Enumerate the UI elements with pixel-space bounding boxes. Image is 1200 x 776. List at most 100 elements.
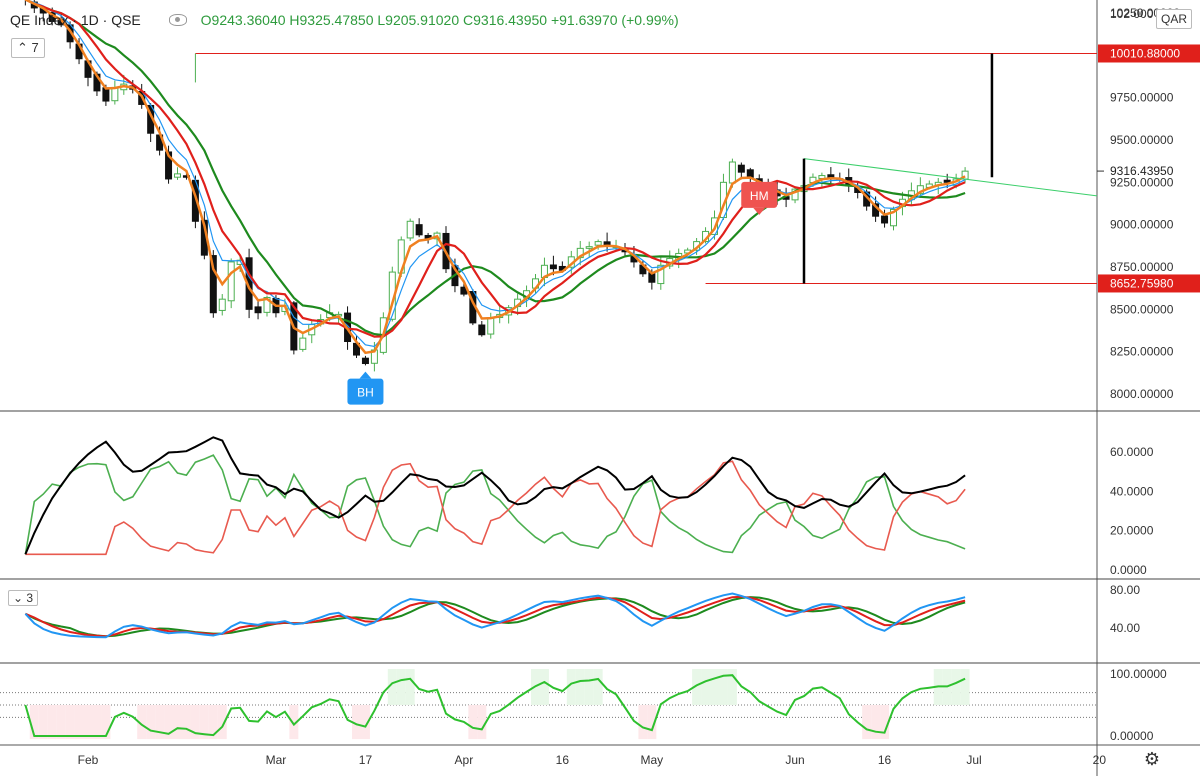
- candle: [827, 167, 835, 185]
- rsi-oversold-zone: [360, 705, 370, 740]
- rsi-series: [24, 674, 966, 737]
- candle: [737, 162, 745, 180]
- x-tick-label: May: [641, 753, 664, 767]
- currency-badge[interactable]: QAR: [1155, 9, 1192, 29]
- candle-body: [254, 306, 262, 314]
- candle: [299, 333, 307, 352]
- candle-body: [478, 324, 486, 336]
- rsi-overbought-zone: [727, 669, 737, 705]
- rsi-oversold-zone: [74, 705, 84, 740]
- rsi-oversold-zone: [164, 705, 174, 740]
- candle-body: [603, 241, 611, 246]
- y-tick-label: 8250.00000: [1110, 345, 1174, 359]
- rsi-oversold-zone: [208, 705, 218, 740]
- candle-body: [487, 317, 495, 335]
- indicator-collapse-button[interactable]: ⌃ 7: [11, 38, 45, 58]
- rsi-overbought-zone: [951, 669, 961, 705]
- price-tag-label: 10010.88000: [1110, 46, 1180, 60]
- y-tick-label: 8500.00000: [1110, 302, 1174, 316]
- visibility-eye-icon[interactable]: [168, 14, 187, 27]
- rsi-oversold-zone: [146, 705, 156, 740]
- candle: [174, 167, 181, 180]
- rsi-oversold-zone: [83, 705, 93, 740]
- chevron-up-icon: ⌃: [17, 40, 28, 55]
- rsi-overbought-zone: [539, 669, 549, 705]
- x-tick-label: 20: [1093, 753, 1107, 767]
- dmi-y-tick: 0.0000: [1110, 563, 1147, 577]
- osc-y-tick: 40.00: [1110, 621, 1140, 635]
- candle: [406, 218, 414, 241]
- candle-body: [174, 173, 181, 178]
- symbol-title[interactable]: QE Index · 1D · QSE: [10, 12, 141, 28]
- rsi-oversold-zone: [181, 705, 191, 740]
- rsi-oversold-zone: [29, 705, 39, 740]
- candle-body: [406, 220, 414, 239]
- candle: [657, 256, 665, 290]
- y-tick-label: 9500.00000: [1110, 133, 1174, 147]
- rsi-oversold-zone: [880, 705, 890, 740]
- candle: [881, 209, 889, 228]
- rsi-y-tick: 0.00000: [1110, 729, 1154, 743]
- event-arrow: [359, 371, 372, 379]
- x-tick-label: Jul: [966, 753, 981, 767]
- dmi-y-tick: 40.0000: [1110, 484, 1154, 498]
- rsi-oversold-zone: [92, 705, 102, 740]
- candle: [585, 241, 593, 257]
- rsi-oversold-zone: [56, 705, 66, 740]
- price-tag-label: 8652.75980: [1110, 276, 1174, 290]
- rsi-oversold-zone: [477, 705, 487, 740]
- candle-body: [827, 174, 835, 178]
- candle: [603, 232, 611, 252]
- rsi-overbought-zone: [387, 669, 397, 705]
- y-tick-label-top: 102 000: [1110, 7, 1154, 21]
- adx-series: [24, 436, 966, 555]
- event-arrow: [753, 207, 766, 215]
- subpane-collapse-button[interactable]: ⌄ 3: [8, 590, 39, 606]
- rsi-overbought-zone: [692, 669, 702, 705]
- gear-icon[interactable]: ⚙: [1143, 749, 1160, 769]
- candle-body: [791, 188, 799, 201]
- candle-body: [943, 179, 951, 183]
- candle-body: [218, 298, 226, 311]
- candle: [746, 167, 754, 184]
- price-tag-label: 9316.43950: [1110, 164, 1174, 178]
- candle: [111, 80, 119, 105]
- candle: [308, 319, 316, 344]
- y-tick-label: 8000.00000: [1110, 387, 1174, 401]
- candle: [415, 218, 423, 238]
- price-tag: 8652.75980: [1098, 274, 1200, 293]
- price-tag: 10010.88000: [1098, 44, 1200, 63]
- event-box: [347, 378, 384, 405]
- candle: [540, 257, 548, 287]
- x-tick-label: Apr: [455, 753, 474, 767]
- dmi-y-tick: 20.0000: [1110, 524, 1154, 538]
- candle: [218, 294, 226, 316]
- trend-line: [803, 158, 1098, 197]
- event-label: BH: [357, 386, 374, 400]
- rsi-oversold-zone: [190, 705, 200, 740]
- rsi-overbought-zone: [593, 669, 603, 705]
- candle: [165, 145, 173, 184]
- osc-y-tick: 80.00: [1110, 583, 1140, 597]
- candle-body: [890, 208, 897, 227]
- event-badge-bh: BH: [347, 371, 384, 405]
- rsi-oversold-zone: [871, 705, 881, 740]
- x-tick-label: 17: [359, 753, 373, 767]
- candle-body: [549, 264, 557, 270]
- osc-main-series: [24, 592, 966, 639]
- candle: [24, 0, 26, 6]
- y-tick-label: 9000.00000: [1110, 218, 1174, 232]
- x-tick-label: 16: [556, 753, 570, 767]
- rsi-overbought-zone: [396, 669, 406, 705]
- candle-body: [728, 161, 736, 184]
- candle: [791, 186, 799, 204]
- event-box: [741, 181, 778, 208]
- candle-body: [746, 169, 754, 178]
- rsi-oversold-zone: [862, 705, 872, 740]
- dmi-minus-series: [24, 454, 966, 555]
- rsi-oversold-zone: [173, 705, 182, 740]
- rsi-oversold-zone: [199, 705, 209, 740]
- rsi-oversold-zone: [101, 705, 111, 740]
- rsi-overbought-zone: [701, 669, 711, 705]
